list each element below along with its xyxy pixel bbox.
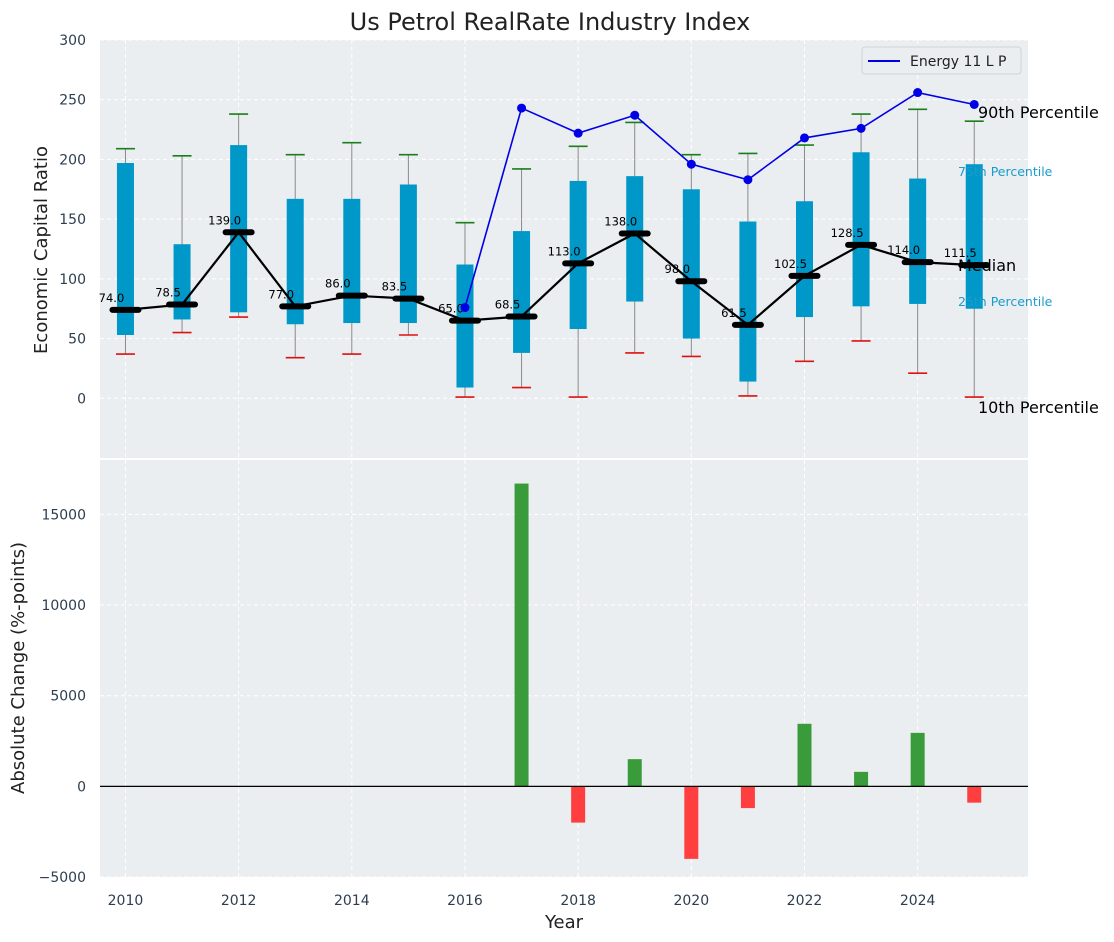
energy-series-line bbox=[464, 91, 975, 308]
median-value-label: 139.0 bbox=[208, 213, 241, 227]
iqr-box bbox=[456, 264, 474, 388]
bottom-y-axis-label: Absolute Change (%-points) bbox=[8, 542, 29, 794]
positive-change-bar bbox=[910, 732, 925, 787]
bottom-y-tick-label: −5000 bbox=[39, 870, 86, 886]
top-y-tick-label: 100 bbox=[59, 272, 86, 288]
median-value-label: 114.0 bbox=[887, 243, 920, 257]
top-y-tick-label: 250 bbox=[59, 93, 86, 109]
x-tick-label: 2016 bbox=[447, 893, 483, 909]
bottom-y-tick-label: 0 bbox=[77, 779, 86, 795]
top-y-tick-label: 300 bbox=[59, 33, 86, 49]
energy-series-point bbox=[517, 103, 527, 113]
x-axis-label: Year bbox=[544, 912, 584, 933]
energy-series-point bbox=[799, 133, 809, 143]
iqr-box bbox=[399, 184, 417, 324]
median-percentile-label: Median bbox=[958, 256, 1016, 275]
positive-change-bar bbox=[854, 771, 869, 787]
top-y-tick-label: 200 bbox=[59, 152, 86, 168]
median-line bbox=[125, 230, 975, 327]
iqr-box bbox=[569, 180, 587, 330]
legend: Energy 11 L P bbox=[861, 46, 1022, 75]
energy-series-point bbox=[460, 303, 470, 313]
iqr-box bbox=[173, 244, 191, 320]
top-grid bbox=[100, 39, 1028, 458]
median-value-label: 86.0 bbox=[325, 277, 351, 291]
top-marks: 74.0 78.5 139.0 77.0 86.0 83.5 65.0 68.5 113.0 13… bbox=[99, 88, 991, 398]
median-value-label: 102.5 bbox=[774, 257, 807, 271]
p10-percentile-label: 10th Percentile bbox=[978, 398, 1099, 417]
negative-change-bar bbox=[684, 786, 699, 859]
x-tick-label: 2014 bbox=[334, 893, 370, 909]
median-value-label: 74.0 bbox=[99, 291, 125, 305]
bottom-y-ticks: −5000 0 5000 10000 15000 bbox=[39, 507, 86, 886]
negative-change-bar bbox=[740, 786, 755, 809]
iqr-box bbox=[795, 201, 813, 318]
median-value-label: 98.0 bbox=[665, 262, 691, 276]
p25-percentile-label: 25th Percentile bbox=[958, 294, 1053, 309]
positive-change-bar bbox=[514, 483, 529, 787]
energy-series-point bbox=[630, 110, 640, 120]
median-value-label: 111.5 bbox=[944, 246, 977, 260]
x-tick-label: 2012 bbox=[221, 893, 257, 909]
bottom-y-tick-label: 15000 bbox=[41, 507, 86, 523]
x-tick-label: 2018 bbox=[560, 893, 596, 909]
p75-percentile-label: 75th Percentile bbox=[958, 164, 1053, 179]
top-y-tick-label: 0 bbox=[77, 391, 86, 407]
negative-change-bar bbox=[571, 786, 586, 823]
chart-title: Us Petrol RealRate Industry Index bbox=[350, 8, 751, 36]
median-value-label: 138.0 bbox=[604, 214, 637, 228]
legend-entry-energy: Energy 11 L P bbox=[910, 54, 1006, 70]
x-tick-label: 2010 bbox=[108, 893, 144, 909]
median-value-label: 78.5 bbox=[155, 286, 181, 300]
iqr-box bbox=[343, 198, 361, 324]
bottom-panel-background bbox=[100, 460, 1028, 877]
x-tick-label: 2022 bbox=[787, 893, 823, 909]
bottom-y-tick-label: 5000 bbox=[50, 689, 86, 705]
energy-series-point bbox=[913, 88, 923, 98]
iqr-box bbox=[116, 163, 134, 335]
positive-change-bar bbox=[797, 723, 812, 787]
x-tick-label: 2024 bbox=[900, 893, 936, 909]
energy-series-point bbox=[856, 123, 866, 133]
energy-series-point bbox=[743, 175, 753, 185]
energy-series-point bbox=[969, 99, 979, 109]
iqr-box bbox=[965, 164, 983, 309]
x-ticks: 2010 2012 2014 2016 2018 2020 2022 2024 bbox=[108, 893, 936, 909]
median-value-label: 77.0 bbox=[268, 287, 294, 301]
top-y-ticks: 0 50 100 150 200 250 300 bbox=[59, 33, 86, 407]
median-value-label: 83.5 bbox=[382, 280, 408, 294]
p90-percentile-label: 90th Percentile bbox=[978, 103, 1099, 122]
bottom-marks bbox=[100, 483, 1028, 859]
bottom-y-tick-label: 10000 bbox=[41, 598, 86, 614]
top-y-axis-label: Economic Capital Ratio bbox=[31, 146, 52, 354]
iqr-box bbox=[230, 145, 248, 313]
median-value-label: 61.5 bbox=[721, 306, 747, 320]
negative-change-bar bbox=[967, 786, 982, 803]
top-y-tick-label: 50 bbox=[68, 332, 86, 348]
median-value-label: 113.0 bbox=[548, 244, 581, 258]
iqr-box bbox=[852, 152, 870, 307]
x-tick-label: 2020 bbox=[673, 893, 709, 909]
median-value-label: 128.5 bbox=[831, 226, 864, 240]
iqr-box bbox=[909, 178, 927, 304]
iqr-box bbox=[286, 198, 304, 325]
positive-change-bar bbox=[627, 759, 642, 787]
iqr-box bbox=[626, 176, 644, 302]
iqr-box bbox=[682, 189, 700, 339]
iqr-box bbox=[513, 231, 531, 353]
median-value-label: 65.0 bbox=[438, 302, 464, 316]
energy-series-point bbox=[686, 159, 696, 169]
legend-box bbox=[861, 46, 1022, 75]
energy-series-point bbox=[573, 128, 583, 138]
top-y-tick-label: 150 bbox=[59, 212, 86, 228]
iqr-box bbox=[739, 221, 757, 382]
median-value-label: 68.5 bbox=[495, 297, 521, 311]
